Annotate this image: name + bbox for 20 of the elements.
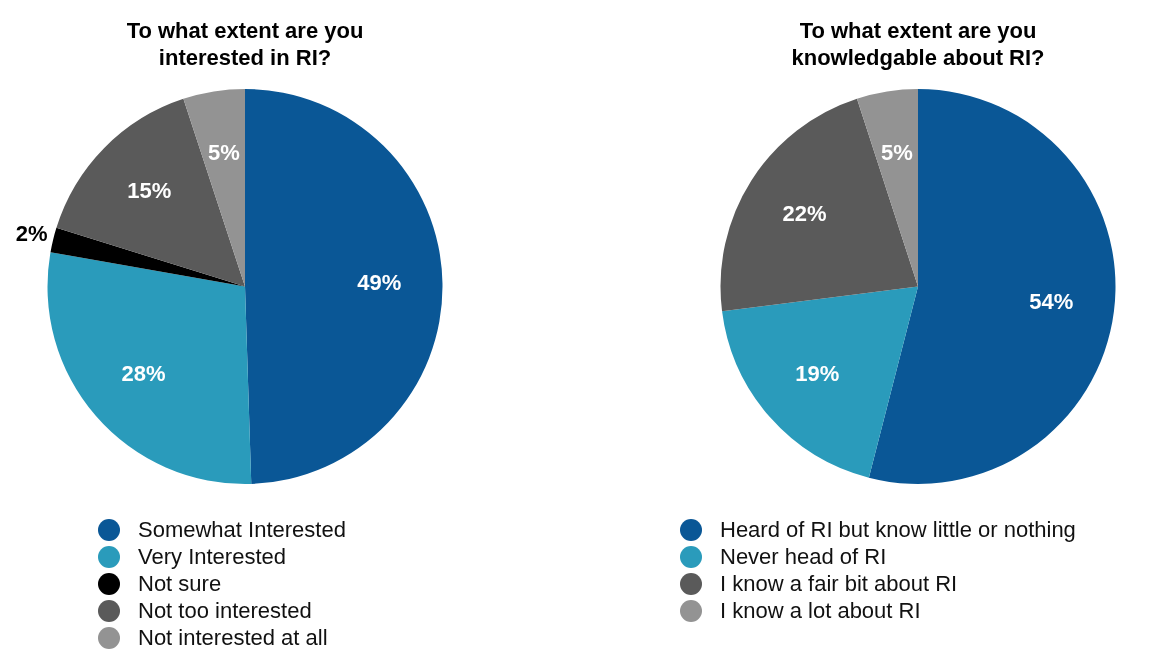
data-label: 5% <box>207 139 240 165</box>
legend-label: Not interested at all <box>138 624 328 651</box>
legend-label: Very Interested <box>138 543 286 570</box>
data-label: 19% <box>795 361 840 387</box>
chart-title: To what extent are you interested in RI? <box>126 17 364 71</box>
legend-label: Not sure <box>138 570 222 597</box>
data-label: 2% <box>15 220 48 246</box>
data-label: 49% <box>357 270 402 296</box>
data-label: 15% <box>127 178 172 204</box>
legend-label: Not too interested <box>138 597 312 624</box>
legend-label: I know a lot about RI <box>720 597 921 624</box>
legend-label: Never head of RI <box>720 543 887 570</box>
data-label: 22% <box>782 200 827 226</box>
data-label: 54% <box>1029 289 1074 315</box>
chart-title: To what extent are you knowledgable about RI? <box>791 17 1045 71</box>
data-label: 5% <box>881 139 913 165</box>
legend-label: Somewhat Interested <box>138 516 346 543</box>
legend-label: Heard of RI but know little or nothing <box>720 516 1076 543</box>
legend-label: I know a fair bit about RI <box>720 570 958 597</box>
data-label: 28% <box>121 360 166 386</box>
